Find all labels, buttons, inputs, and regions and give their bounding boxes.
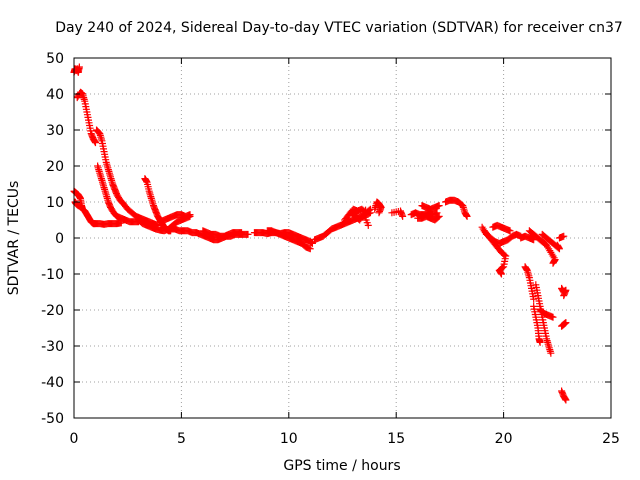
y-tick-label: -30 — [41, 339, 64, 355]
series-arc-28 — [536, 306, 557, 321]
data-point — [238, 229, 246, 237]
series-arc-5 — [70, 187, 125, 228]
x-ticks: 0 5 10 15 20 25 — [70, 58, 620, 447]
series-arc-16 — [371, 198, 385, 217]
series-arc-27 — [530, 302, 544, 346]
data-point — [463, 212, 471, 220]
data-point — [549, 259, 557, 267]
series-arc-31 — [555, 232, 568, 242]
data-point — [560, 292, 568, 300]
data-point — [308, 239, 316, 247]
data-point — [244, 230, 252, 238]
marks — [70, 63, 570, 404]
y-tick-label: -10 — [41, 267, 64, 283]
series-arc-4 — [94, 162, 142, 226]
data-point — [435, 212, 443, 220]
series-arc-19 — [418, 202, 443, 213]
data-point — [560, 232, 568, 240]
data-point — [434, 213, 442, 221]
series-arc-29 — [525, 227, 559, 267]
series-arc-2 — [73, 88, 99, 147]
data-point — [497, 270, 505, 278]
series-arc-18 — [407, 209, 443, 224]
x-tick-label: 5 — [177, 431, 186, 447]
series-arc-9 — [156, 211, 194, 226]
data-point — [306, 245, 314, 253]
series-arc-30 — [538, 230, 563, 253]
data-point — [553, 241, 561, 249]
y-tick-label: 40 — [46, 87, 64, 103]
data-point — [562, 396, 570, 404]
x-tick-label: 0 — [70, 431, 79, 447]
x-axis-label: GPS time / hours — [283, 458, 400, 474]
y-tick-label: 10 — [46, 195, 64, 211]
data-point — [536, 338, 544, 346]
y-axis-label: SDTVAR / TECUs — [6, 181, 22, 296]
series-arc-24 — [517, 232, 538, 244]
data-point — [530, 295, 538, 303]
data-point — [75, 202, 83, 210]
y-ticks: -50 -40 -30 -20 -10 0 10 20 30 40 50 — [41, 51, 611, 427]
data-point — [547, 349, 555, 357]
series-arc-17 — [388, 207, 407, 220]
data-point — [362, 206, 370, 214]
y-tick-label: 30 — [46, 123, 64, 139]
data-point — [506, 227, 514, 235]
series-arc-25 — [521, 263, 538, 303]
series-arc-33 — [558, 319, 570, 330]
series-arc-34 — [558, 387, 570, 404]
series-arc-13 — [263, 227, 314, 253]
x-tick-label: 20 — [495, 431, 513, 447]
grid — [74, 58, 611, 418]
data-point — [399, 212, 407, 220]
series-arc-1 — [70, 63, 83, 76]
y-tick-label: 0 — [55, 231, 64, 247]
data-point — [364, 221, 372, 229]
data-point — [357, 207, 365, 215]
series-arc-32 — [558, 284, 570, 300]
series-arc-23 — [489, 221, 514, 235]
data-point — [375, 209, 383, 217]
data-point — [186, 211, 194, 219]
data-point — [562, 319, 570, 327]
data-point — [75, 63, 83, 71]
x-tick-label: 25 — [602, 431, 620, 447]
series-arc-20 — [442, 196, 471, 220]
series-arc-3 — [93, 126, 162, 229]
data-point — [549, 313, 557, 321]
data-point — [91, 139, 99, 147]
series-arc-11 — [199, 227, 246, 240]
chart-title: Day 240 of 2024, Sidereal Day-to-day VTE… — [55, 20, 623, 36]
y-tick-label: -40 — [41, 375, 64, 391]
data-point — [435, 202, 443, 210]
y-tick-label: -50 — [41, 411, 64, 427]
y-tick-label: -20 — [41, 303, 64, 319]
y-tick-label: 50 — [46, 51, 64, 67]
x-tick-label: 10 — [280, 431, 298, 447]
data-point — [117, 219, 125, 227]
y-tick-label: 20 — [46, 159, 64, 175]
x-tick-label: 15 — [387, 431, 405, 447]
series-arc-15 — [341, 205, 374, 229]
